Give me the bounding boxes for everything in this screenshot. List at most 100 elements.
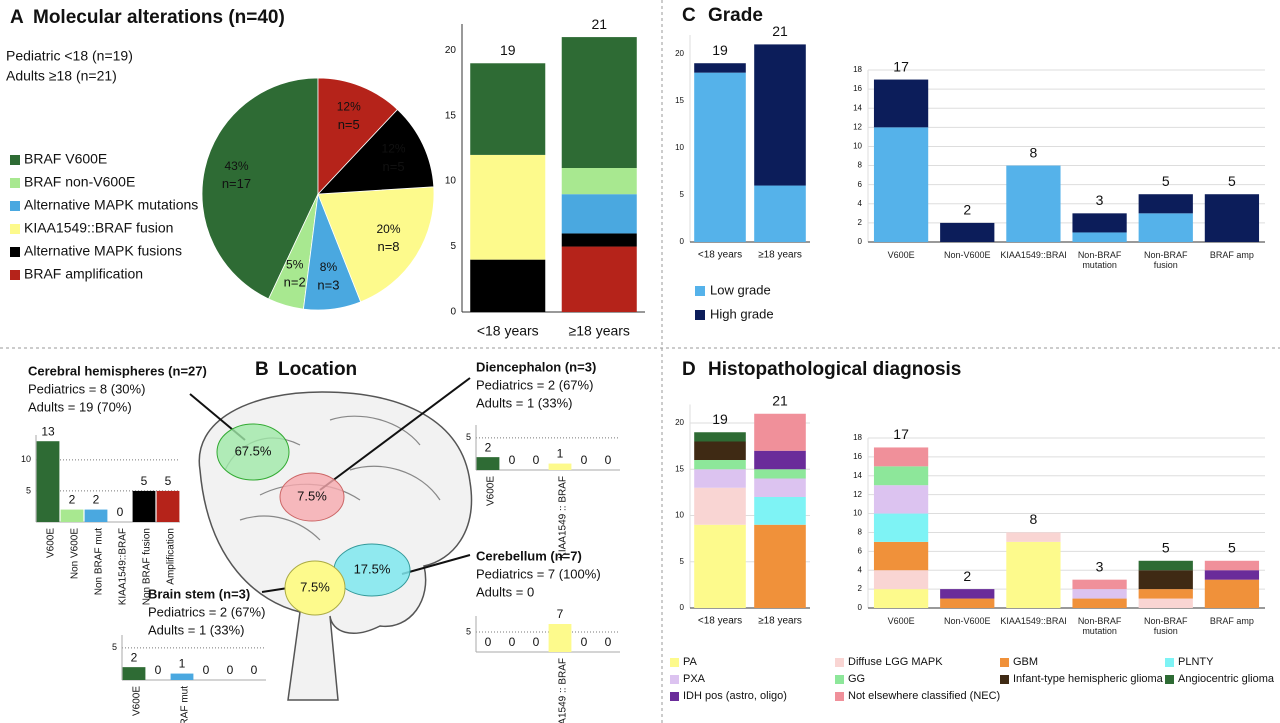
region-annotation: Adults = 1 (33%): [148, 622, 244, 637]
bar-segment: [754, 450, 806, 470]
bar-segment: [1138, 570, 1193, 590]
pie-value-label: 5%: [286, 257, 304, 271]
legend-swatch: [670, 675, 679, 684]
bar-total-label: 19: [712, 411, 728, 427]
x-tick-label-box: BRAF amp: [1210, 616, 1254, 626]
bar-value-label: 5: [165, 474, 172, 488]
bar-total-label: 21: [591, 16, 607, 32]
y-tick-label: 0: [680, 237, 685, 246]
bar-segment: [694, 63, 746, 73]
pie-count-label: n=3: [317, 277, 339, 292]
x-tick-label-box: Non-BRAF mutation: [1078, 616, 1122, 636]
y-tick-label: 14: [853, 103, 862, 112]
panel-letter: C: [682, 5, 696, 26]
bar-segment: [1072, 579, 1127, 590]
x-tick-label: ≥18 years: [758, 616, 802, 627]
panel-title: Histopathological diagnosis: [708, 359, 961, 380]
x-tick-label: ≥18 years: [569, 323, 630, 339]
pie-count-label: n=2: [284, 275, 306, 290]
x-tick-label: KIAA1549 :: BRAF: [558, 476, 569, 559]
legend-swatch: [10, 270, 20, 280]
x-tick-label-box: Non-BRAF fusion: [1143, 616, 1188, 636]
y-tick-label: 0: [450, 307, 456, 318]
y-tick-label: 16: [853, 452, 862, 461]
pie-value-label: 12%: [382, 142, 406, 156]
region-title: Brain stem (n=3): [148, 586, 250, 601]
bar-segment: [561, 233, 637, 247]
y-tick-label: 16: [853, 84, 862, 93]
bar-segment: [1072, 589, 1127, 599]
x-tick-label: KIAA1549::BRAF: [1000, 616, 1067, 626]
bar-segment: [873, 447, 929, 467]
annotation: Pediatric <18 (n=19): [6, 48, 133, 64]
bar-value-label: 0: [509, 453, 516, 467]
bar: [60, 509, 84, 522]
bar-segment: [1138, 194, 1193, 214]
legend-label: IDH pos (astro, oligo): [683, 690, 787, 702]
x-tick-label: Non-BRAF mutation: [1077, 250, 1122, 270]
legend-label: PXA: [683, 673, 706, 685]
bar-segment: [1204, 560, 1260, 571]
x-tick-label-box: Non-V600E: [944, 250, 991, 260]
bar-segment: [873, 485, 929, 514]
legend-label: GG: [848, 673, 865, 685]
bar-value-label: 0: [227, 663, 234, 677]
legend-swatch: [695, 286, 705, 296]
bar-segment: [873, 570, 929, 590]
y-tick-label: 5: [26, 485, 31, 495]
x-tick-label-box: Non-BRAF fusion: [1144, 250, 1188, 270]
bar-segment: [873, 466, 929, 486]
y-tick-label: 12: [853, 490, 862, 499]
pie-count-label: n=5: [338, 117, 360, 132]
bar-segment: [694, 524, 746, 608]
x-tick-label-box: V600E: [888, 616, 915, 626]
bar: [170, 673, 194, 680]
region-annotation: Adults = 1 (33%): [476, 395, 572, 410]
legend-swatch: [10, 155, 20, 165]
x-tick-label: Non-V600E: [943, 616, 991, 626]
bar-value-label: 13: [41, 424, 55, 438]
bar-segment: [1072, 598, 1127, 608]
bar-value-label: 0: [203, 663, 210, 677]
y-tick-label: 0: [680, 603, 685, 612]
legend-label: Infant-type hemispheric glioma: [1013, 673, 1164, 685]
bar-segment: [694, 441, 746, 460]
x-tick-label: ≥18 years: [758, 250, 802, 261]
bar-value-label: 1: [557, 447, 564, 461]
x-tick-label: Amplification: [166, 528, 177, 585]
region-annotation: Pediatrics = 8 (30%): [28, 381, 145, 396]
region-annotation: Adults = 0: [476, 584, 534, 599]
bar-segment: [940, 222, 995, 242]
bar-segment: [754, 185, 806, 242]
y-tick-label: 10: [675, 143, 684, 152]
x-tick-label: Non BRAF mut: [180, 686, 191, 723]
pie-count-label: n=8: [377, 239, 399, 254]
region-title: Cerebral hemispheres (n=27): [28, 363, 207, 378]
y-tick-label: 18: [853, 65, 862, 74]
legend-swatch: [835, 675, 844, 684]
legend-swatch: [670, 692, 679, 701]
legend-swatch: [1165, 675, 1174, 684]
bar-value-label: 2: [131, 650, 138, 664]
legend-label: Low grade: [710, 282, 771, 297]
x-tick-label-box: KIAA1549::BRAF: [1000, 250, 1066, 260]
bar-total-label: 8: [1030, 144, 1038, 160]
pie-slice: [201, 77, 319, 300]
y-tick-label: 12: [853, 122, 862, 131]
y-tick-label: 5: [466, 626, 471, 636]
x-tick-label: Non-BRAF fusion: [1143, 616, 1188, 636]
bar-segment: [1138, 598, 1193, 608]
y-tick-label: 20: [675, 418, 684, 427]
bar: [476, 457, 500, 470]
y-tick-label: 15: [675, 464, 684, 473]
y-tick-label: 20: [675, 49, 684, 58]
x-tick-label: <18 years: [477, 323, 539, 339]
bar-value-label: 0: [605, 453, 612, 467]
panel-letter: B: [255, 359, 269, 380]
y-tick-label: 0: [858, 603, 863, 612]
legend-label: BRAF V600E: [24, 151, 107, 167]
pie-value-label: 20%: [377, 222, 401, 236]
pie-slice: [317, 186, 435, 303]
bar-segment: [754, 497, 806, 525]
legend-label: Diffuse LGG MAPK: [848, 656, 943, 668]
